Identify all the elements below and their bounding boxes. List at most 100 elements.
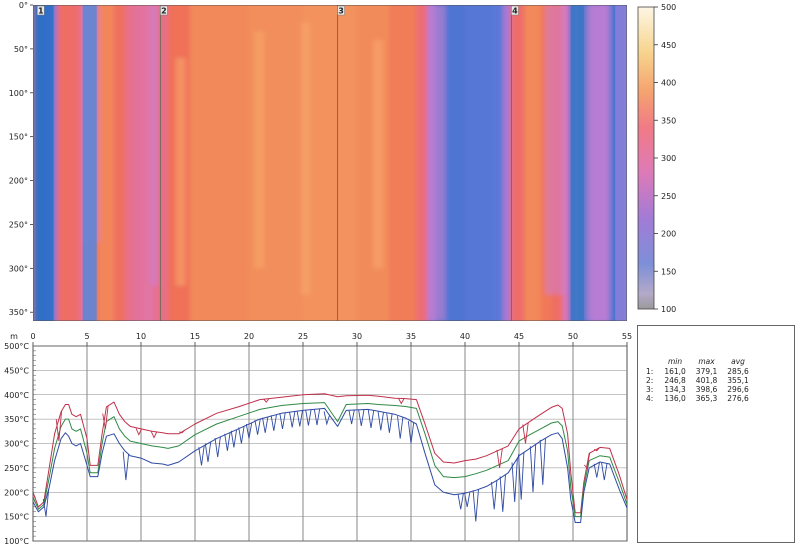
heatmap-column	[189, 5, 250, 321]
heatmap-strip	[82, 5, 97, 321]
heatmap-column	[510, 5, 526, 321]
series-dip	[305, 409, 312, 426]
y-tick-label: 350°C	[4, 415, 29, 424]
series-dip	[135, 428, 142, 436]
series-line-2	[33, 402, 627, 518]
colorbar-tick-label: 350	[661, 116, 676, 125]
statistics-panel: min max avg 1: 161,0 379,1 285,6 2: 246,…	[637, 325, 795, 543]
temperature-line-chart: 0 5 10 15 20 25 30 35 40 45 50 55 m 100°C 150°C 200°C 25…	[4, 332, 632, 546]
heatmap-column	[502, 5, 512, 321]
heatmap-column	[33, 5, 40, 321]
series-dip	[279, 412, 286, 429]
stats-max-value: 365,3	[695, 394, 718, 403]
x-tick-label: 25	[298, 332, 308, 341]
stats-min-value: 246,8	[664, 376, 686, 385]
series-dip	[323, 411, 330, 426]
series-dip	[522, 422, 529, 444]
heatmap-purple-band	[149, 5, 159, 286]
stats-max-value: 401,8	[695, 376, 718, 385]
statistics-header-row: min max avg	[646, 357, 754, 367]
heatmap-column	[607, 5, 616, 321]
heatmap-column	[50, 5, 58, 321]
marker-tag	[337, 5, 345, 16]
colorbar-tick-label: 450	[661, 41, 676, 50]
heatmap-column	[56, 5, 65, 321]
series-dip	[496, 448, 503, 468]
heatmap-strip	[615, 5, 627, 321]
series-dip	[245, 422, 253, 439]
series-line-1	[33, 393, 627, 514]
stats-row-4: 4: 136,0 365,3 276,6	[646, 394, 754, 403]
x-tick-label: 5	[84, 332, 89, 341]
series-dip	[296, 410, 303, 427]
y-tick-label: 450°C	[4, 366, 29, 375]
y-tick-label: 150°C	[4, 513, 29, 522]
series-dip	[42, 489, 50, 517]
x-tick-label: 50	[568, 332, 578, 341]
heatmap-axes: 1 2 3 4 0° 50° 100° 150° 200° 250° 300° 350°	[9, 1, 519, 317]
y-tick-label: 300°	[9, 264, 28, 273]
stats-max-value: 398,6	[695, 385, 718, 394]
y-tick-label: 400°C	[4, 391, 29, 400]
y-tick-label: 0°	[19, 1, 28, 10]
heatmap-purple-band	[544, 5, 567, 295]
x-tick-label: 40	[460, 332, 470, 341]
series-dip	[263, 398, 270, 403]
marker-label: 2	[161, 7, 167, 16]
colorbar-tick-label: 150	[661, 267, 676, 276]
series-dip	[518, 452, 525, 500]
series-dip	[204, 441, 212, 463]
series-dip	[583, 452, 591, 469]
marker-tag	[37, 5, 45, 16]
series-dip	[102, 405, 109, 429]
heatmap-hot-streak	[175, 57, 186, 286]
heatmap-strip	[36, 5, 54, 321]
stats-row-label: 1:	[646, 367, 654, 376]
stats-header-max: max	[698, 357, 715, 366]
stats-row-label: 3:	[646, 385, 654, 394]
series-dip	[313, 408, 321, 426]
series-dip	[238, 426, 245, 444]
stats-row-1: 1: 161,0 379,1 285,6	[646, 367, 754, 376]
x-tick-label: 35	[406, 332, 416, 341]
thermal-heatmap	[33, 5, 627, 321]
series-dip	[358, 409, 365, 426]
stats-header-label	[646, 357, 659, 367]
series-dip	[499, 474, 506, 512]
colorbar-tick-label: 250	[661, 192, 676, 201]
x-tick-label: 55	[622, 332, 632, 341]
series-dip	[348, 409, 355, 425]
statistics-table: min max avg 1: 161,0 379,1 285,6 2: 246,…	[646, 357, 754, 403]
stats-row-label: 2:	[646, 376, 654, 385]
y-tick-label: 200°	[9, 177, 28, 186]
x-tick-label: 15	[190, 332, 200, 341]
series-dip	[224, 432, 231, 451]
y-tick-label: 100°	[9, 89, 28, 98]
colorbar-tick-label: 300	[661, 154, 676, 163]
series-dip	[398, 398, 405, 405]
heatmap-hot-streak	[373, 40, 384, 269]
heatmap-column	[78, 5, 84, 321]
stats-row-2: 2: 246,8 401,8 355,1	[646, 376, 754, 385]
series-dip	[472, 489, 479, 522]
series-dip	[122, 451, 130, 481]
series-dip	[491, 480, 498, 510]
series-dip	[270, 414, 277, 431]
colorbar-gradient	[637, 6, 655, 310]
heatmap-color-columns	[33, 5, 627, 321]
y-tick-label: 250°C	[4, 464, 29, 473]
series-dip	[529, 444, 537, 493]
x-tick-label: 10	[136, 332, 146, 341]
heatmap-column	[97, 5, 115, 321]
series-dip	[214, 436, 221, 458]
heatmap-purple-band	[585, 5, 611, 321]
series-dip	[601, 462, 608, 481]
colorbar-tick-label: 500	[661, 3, 676, 12]
marker-tag	[511, 5, 519, 16]
x-tick-label: 0	[30, 332, 35, 341]
heatmap-column	[335, 5, 358, 321]
stats-min-value: 136,0	[664, 394, 686, 403]
heatmap-column	[63, 5, 69, 321]
series-dip	[407, 421, 415, 444]
